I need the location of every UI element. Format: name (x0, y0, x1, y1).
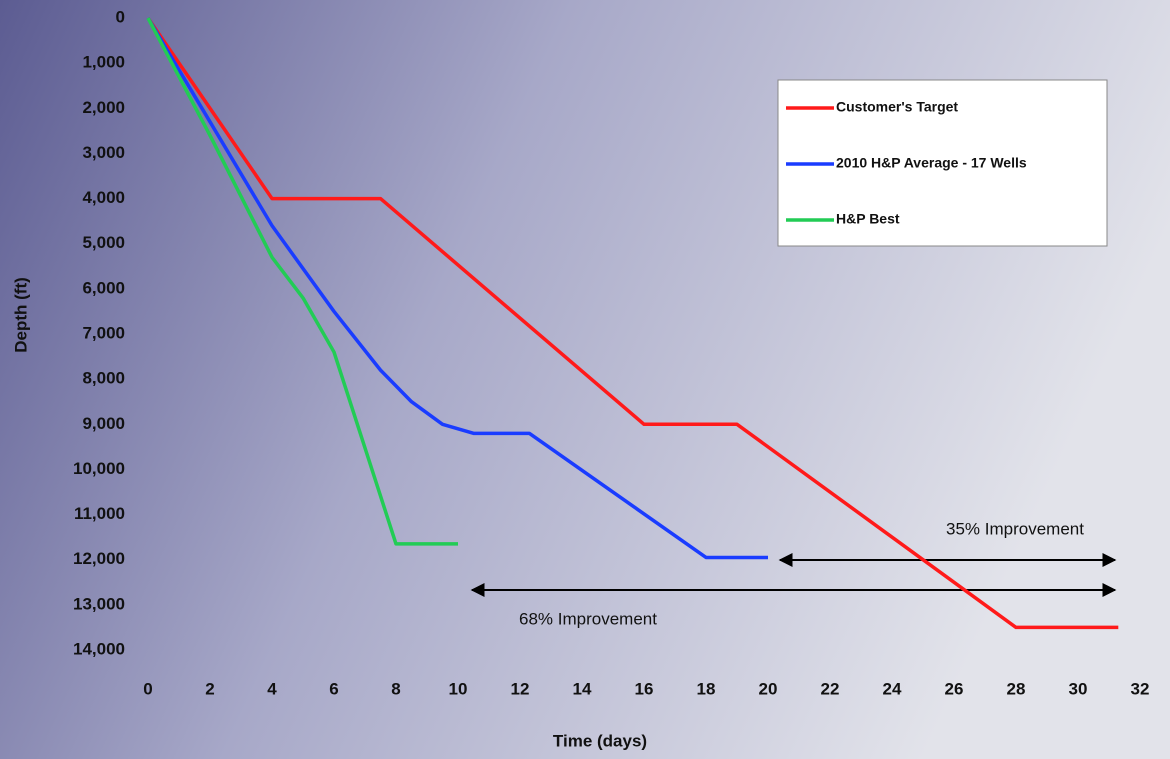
x-tick-label: 6 (329, 679, 338, 698)
x-tick-label: 32 (1131, 679, 1150, 698)
y-tick-label: 13,000 (73, 594, 125, 613)
y-tick-label: 9,000 (82, 414, 125, 433)
series-line (146, 17, 1119, 630)
x-tick-label: 16 (635, 679, 654, 698)
y-tick-label: 10,000 (73, 459, 125, 478)
x-tick-label: 28 (1007, 679, 1026, 698)
y-tick-label: 7,000 (82, 323, 125, 342)
x-axis-title: Time (days) (553, 731, 647, 750)
annotation: 68% Improvement (519, 609, 657, 628)
x-tick-label: 14 (573, 679, 592, 698)
y-tick-label: 6,000 (82, 278, 125, 297)
x-tick-label: 20 (759, 679, 778, 698)
x-tick-label: 10 (449, 679, 468, 698)
y-tick-label: 14,000 (73, 639, 125, 658)
y-axis-title: Depth (ft) (11, 277, 30, 353)
y-tick-label: 4,000 (82, 188, 125, 207)
y-tick-label: 12,000 (73, 549, 125, 568)
y-tick-label: 5,000 (82, 233, 125, 252)
x-tick-label: 24 (883, 679, 902, 698)
legend-label: Customer's Target (836, 99, 958, 115)
legend-label: H&P Best (836, 211, 900, 227)
x-tick-label: 12 (511, 679, 530, 698)
x-tick-label: 2 (205, 679, 214, 698)
y-tick-label: 2,000 (82, 98, 125, 117)
x-tick-label: 26 (945, 679, 964, 698)
x-tick-label: 22 (821, 679, 840, 698)
x-tick-label: 30 (1069, 679, 1088, 698)
x-tick-label: 18 (697, 679, 716, 698)
x-tick-label: 4 (267, 679, 277, 698)
annotation: 35% Improvement (946, 519, 1084, 538)
series-line (146, 17, 458, 546)
x-tick-label: 8 (391, 679, 400, 698)
y-tick-label: 8,000 (82, 369, 125, 388)
y-tick-label: 0 (116, 7, 125, 26)
legend-entries: Customer's Target 2010 H&P Average - 17 W… (786, 99, 1027, 227)
legend-label: 2010 H&P Average - 17 Wells (836, 155, 1027, 171)
series-line (146, 17, 768, 560)
y-tick-label: 11,000 (74, 504, 125, 523)
y-tick-label: 3,000 (82, 143, 125, 162)
x-tick-label: 0 (143, 679, 152, 698)
y-tick-label: 1,000 (82, 53, 125, 72)
